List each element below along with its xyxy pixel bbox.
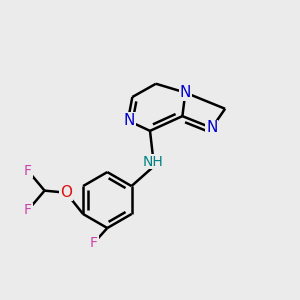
Text: F: F (24, 164, 32, 178)
Text: F: F (90, 236, 98, 250)
Text: N: N (124, 113, 135, 128)
Text: F: F (24, 203, 32, 218)
Text: N: N (206, 120, 218, 135)
Text: O: O (60, 185, 72, 200)
Text: N: N (180, 85, 191, 100)
Text: NH: NH (142, 155, 163, 169)
